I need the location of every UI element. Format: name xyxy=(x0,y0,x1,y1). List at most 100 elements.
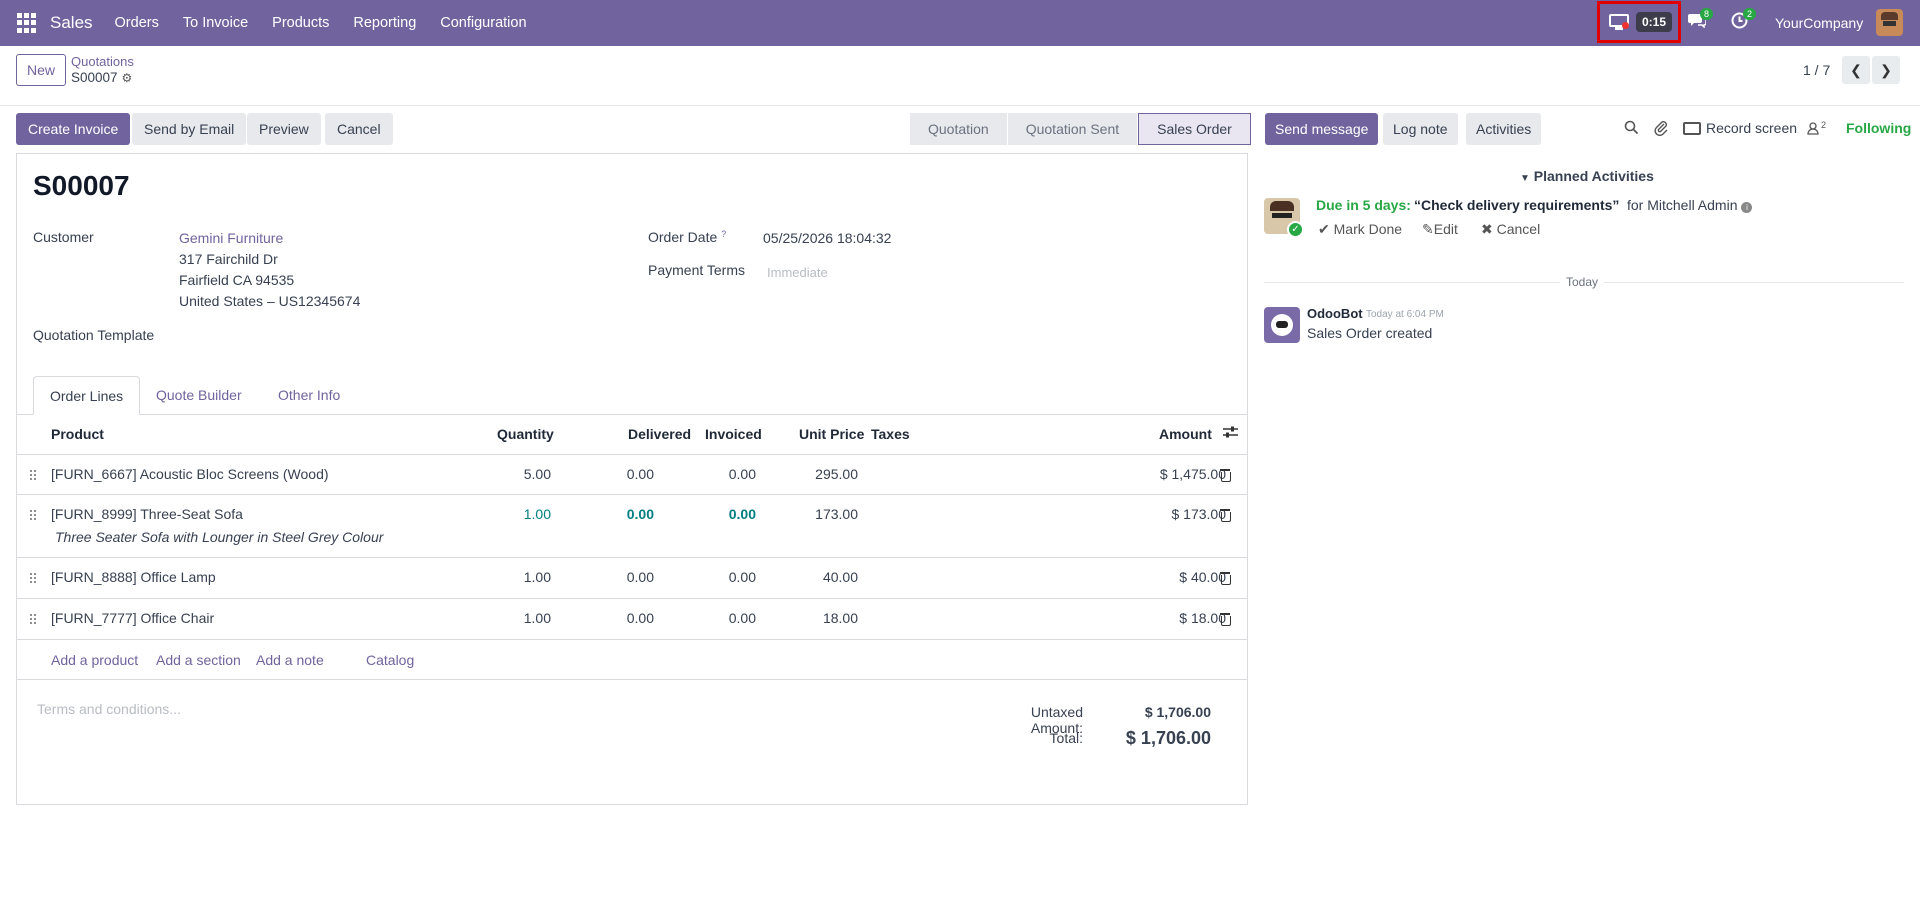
total-value: $ 1,706.00 xyxy=(1125,728,1211,748)
log-note-button[interactable]: Log note xyxy=(1383,113,1458,145)
row-quantity[interactable]: 1.00 xyxy=(523,610,551,626)
following-button[interactable]: Following xyxy=(1846,120,1912,136)
col-quantity[interactable]: Quantity xyxy=(497,426,554,442)
edit-label: Edit xyxy=(1433,221,1458,237)
activities-button[interactable]: Activities xyxy=(1466,113,1542,145)
catalog-link[interactable]: Catalog xyxy=(366,652,415,668)
order-date-field[interactable]: 05/25/2026 18:04:32 xyxy=(763,230,892,246)
menu-orders[interactable]: Orders xyxy=(114,15,159,31)
menu-to-invoice[interactable]: To Invoice xyxy=(182,15,249,31)
delete-line-icon[interactable] xyxy=(1220,509,1231,522)
row-product[interactable]: [FURN_8999] Three-Seat Sofa xyxy=(51,506,243,522)
info-icon[interactable]: i xyxy=(1741,202,1753,213)
row-delivered[interactable]: 0.00 xyxy=(626,466,654,482)
send-message-button[interactable]: Send message xyxy=(1265,113,1379,145)
customer-link[interactable]: Gemini Furniture xyxy=(179,230,284,246)
row-quantity[interactable]: 1.00 xyxy=(523,569,551,585)
user-avatar[interactable] xyxy=(1876,9,1903,36)
new-button[interactable]: New xyxy=(16,54,67,86)
followers-button[interactable]: 2 xyxy=(1807,120,1826,137)
customer-address-line2: Fairfield CA 94535 xyxy=(179,272,295,288)
menu-products[interactable]: Products xyxy=(272,15,330,31)
row-invoiced: 0.00 xyxy=(728,569,756,585)
paperclip-icon[interactable] xyxy=(1654,120,1668,140)
table-row[interactable]: [FURN_8999] Three-Seat Sofa Three Seater… xyxy=(17,495,1247,558)
record-screen-button[interactable]: Record screen xyxy=(1683,120,1797,136)
add-line-links: Add a product Add a section Add a note C… xyxy=(17,640,1247,680)
company-switcher[interactable]: YourCompany xyxy=(1775,15,1864,31)
tab-order-lines[interactable]: Order Lines xyxy=(33,376,141,415)
tab-quote-builder[interactable]: Quote Builder xyxy=(156,387,242,403)
stage-quotation-sent[interactable]: Quotation Sent xyxy=(1007,113,1138,145)
create-invoice-button[interactable]: Create Invoice xyxy=(16,113,131,145)
delete-line-icon[interactable] xyxy=(1220,572,1231,585)
col-invoiced[interactable]: Invoiced xyxy=(705,426,762,442)
gear-icon[interactable]: ⚙ xyxy=(121,71,133,85)
pager-previous-button[interactable]: ❮ xyxy=(1842,56,1870,84)
table-row[interactable]: [FURN_7777] Office Chair 1.00 0.00 0.00 … xyxy=(17,599,1247,640)
screen-recorder-widget[interactable]: 0:15 xyxy=(1597,1,1681,43)
menu-configuration[interactable]: Configuration xyxy=(440,15,527,31)
row-product[interactable]: [FURN_8888] Office Lamp xyxy=(51,569,216,585)
message-author[interactable]: OdooBot xyxy=(1307,306,1363,321)
drag-handle-icon[interactable] xyxy=(29,469,37,481)
add-note-link[interactable]: Add a note xyxy=(256,652,324,668)
row-delivered[interactable]: 0.00 xyxy=(626,506,654,522)
row-product[interactable]: [FURN_6667] Acoustic Bloc Screens (Wood) xyxy=(51,466,329,482)
pager-value[interactable]: 1 / 7 xyxy=(1803,62,1831,78)
col-delivered[interactable]: Delivered xyxy=(628,426,692,442)
row-unit-price[interactable]: 173.00 xyxy=(815,506,858,522)
message-body: Sales Order created xyxy=(1307,325,1433,341)
form-sheet: S00007 Customer Gemini Furniture 317 Fai… xyxy=(16,153,1248,805)
col-product[interactable]: Product xyxy=(51,426,104,442)
table-row[interactable]: [FURN_6667] Acoustic Bloc Screens (Wood)… xyxy=(17,455,1247,495)
drag-handle-icon[interactable] xyxy=(29,613,37,625)
app-name[interactable]: Sales xyxy=(50,13,93,32)
row-unit-price[interactable]: 40.00 xyxy=(822,569,858,585)
drag-handle-icon[interactable] xyxy=(29,509,37,521)
chat-icon[interactable]: 8 xyxy=(1688,8,1714,33)
preview-button[interactable]: Preview xyxy=(247,113,321,145)
row-unit-price[interactable]: 18.00 xyxy=(822,610,858,626)
send-by-email-button[interactable]: Send by Email xyxy=(132,113,247,145)
drag-handle-icon[interactable] xyxy=(29,572,37,584)
search-icon[interactable] xyxy=(1624,120,1639,139)
row-delivered[interactable]: 0.00 xyxy=(626,610,654,626)
clock-icon[interactable]: 2 xyxy=(1731,8,1757,34)
stage-sales-order[interactable]: Sales Order xyxy=(1138,113,1251,145)
col-unit-price[interactable]: Unit Price xyxy=(799,426,865,442)
apps-grid-icon[interactable] xyxy=(17,13,37,33)
pager-next-button[interactable]: ❯ xyxy=(1872,56,1900,84)
table-row[interactable]: [FURN_8888] Office Lamp 1.00 0.00 0.00 4… xyxy=(17,558,1247,599)
delete-line-icon[interactable] xyxy=(1220,613,1231,626)
edit-activity-link[interactable]: ✎Edit xyxy=(1422,221,1458,238)
row-invoiced: 0.00 xyxy=(728,466,756,482)
order-date-label: Order Date ? xyxy=(648,229,726,245)
add-section-link[interactable]: Add a section xyxy=(156,652,241,668)
menu-reporting[interactable]: Reporting xyxy=(353,15,417,31)
row-product[interactable]: [FURN_7777] Office Chair xyxy=(51,610,215,626)
add-product-link[interactable]: Add a product xyxy=(51,652,139,668)
row-description[interactable]: Three Seater Sofa with Lounger in Steel … xyxy=(55,529,384,545)
planned-activities-toggle[interactable]: ▼ Planned Activities xyxy=(1520,168,1654,184)
col-taxes[interactable]: Taxes xyxy=(871,426,910,442)
optional-columns-icon[interactable] xyxy=(1223,425,1238,442)
row-delivered[interactable]: 0.00 xyxy=(626,569,654,585)
cancel-activity-link[interactable]: ✖ Cancel xyxy=(1481,221,1540,238)
tab-other-info[interactable]: Other Info xyxy=(278,387,341,403)
delete-line-icon[interactable] xyxy=(1220,469,1231,482)
stage-quotation[interactable]: Quotation xyxy=(910,113,1007,145)
order-date-help-icon[interactable]: ? xyxy=(721,229,727,239)
cancel-button[interactable]: Cancel xyxy=(325,113,393,145)
col-amount[interactable]: Amount xyxy=(1159,426,1212,442)
row-quantity[interactable]: 1.00 xyxy=(523,506,551,522)
messages-badge: 8 xyxy=(1700,8,1714,20)
terms-conditions-field[interactable]: Terms and conditions... xyxy=(37,701,181,717)
row-unit-price[interactable]: 295.00 xyxy=(815,466,858,482)
breadcrumb-parent[interactable]: Quotations xyxy=(71,54,134,69)
activity-assignee-label: for Mitchell Admin xyxy=(1627,197,1738,213)
payment-terms-field[interactable]: Immediate xyxy=(767,265,828,280)
date-divider-label: Today xyxy=(1560,275,1605,289)
row-quantity[interactable]: 5.00 xyxy=(523,466,551,482)
mark-done-link[interactable]: ✔ Mark Done xyxy=(1318,221,1402,238)
